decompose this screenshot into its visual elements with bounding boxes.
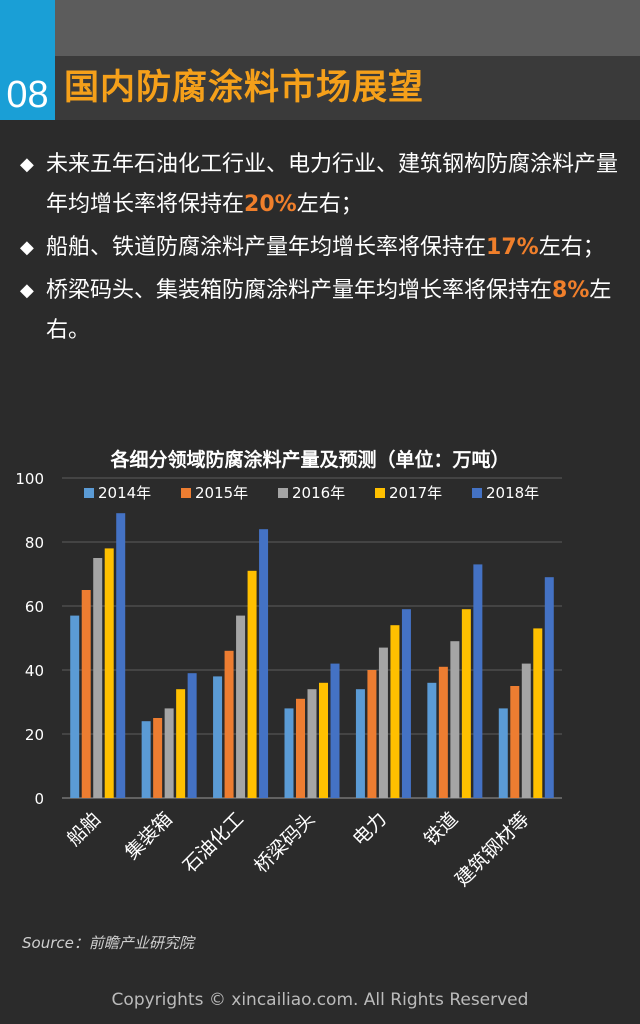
bar: [533, 628, 543, 798]
legend-label: 2015年: [195, 484, 248, 502]
bar: [438, 666, 448, 798]
source-note: Source：前瞻产业研究院: [22, 934, 194, 952]
bar: [224, 650, 234, 798]
bar: [521, 663, 531, 798]
bar: [153, 718, 163, 798]
bar-chart: 各细分领域防腐涂料产量及预测（单位：万吨） 0 20 40 60 80 100 船舶 集装箱…: [15, 448, 562, 891]
section-number-box: 08: [0, 0, 55, 120]
x-tick-label: 电力: [349, 808, 391, 850]
bar: [510, 686, 520, 798]
y-tick-label: 60: [25, 598, 44, 616]
bar: [330, 663, 340, 798]
bullet-text: 桥梁码头、集装箱防腐涂料产量年均增长率将保持在: [46, 278, 553, 303]
bar: [259, 529, 269, 798]
bullet-highlight: 8%: [552, 278, 590, 303]
y-tick-label: 80: [25, 534, 44, 552]
legend-swatch: [375, 488, 385, 498]
bar: [401, 609, 411, 798]
legend-swatch: [84, 488, 94, 498]
x-tick-label: 石油化工: [179, 808, 248, 877]
bar: [473, 564, 483, 798]
bullet-item: ◆ 桥梁码头、集装箱防腐涂料产量年均增长率将保持在8%左右。: [20, 271, 620, 351]
bar: [390, 625, 400, 798]
chart-title: 各细分领域防腐涂料产量及预测（单位：万吨）: [109, 448, 509, 471]
x-tick-label: 集装箱: [121, 808, 177, 864]
bullet-highlight: 17%: [486, 235, 539, 260]
bar: [141, 721, 151, 798]
bullet-text: 船舶、铁道防腐涂料产量年均增长率将保持在: [46, 235, 487, 260]
legend-label: 2016年: [292, 484, 345, 502]
bar: [70, 615, 80, 798]
diamond-bullet-icon: ◆: [20, 237, 34, 258]
legend-swatch: [472, 488, 482, 498]
legend-label: 2018年: [486, 484, 539, 502]
y-axis: 0 20 40 60 80 100: [15, 470, 44, 808]
chart-area: 各细分领域防腐涂料产量及预测（单位：万吨） 0 20 40 60 80 100 船舶 集装箱…: [0, 430, 640, 940]
bullet-text-end: 左右；: [538, 235, 605, 260]
bullet-text-end: 左右。: [46, 278, 612, 343]
diamond-bullet-icon: ◆: [20, 280, 34, 301]
header-band: [0, 0, 640, 56]
bar: [93, 558, 103, 798]
bar: [213, 676, 223, 798]
bar: [187, 673, 197, 798]
legend: 2014年 2015年 2016年 2017年 2018年: [84, 484, 539, 502]
bullet-text-end: 左右；: [296, 192, 363, 217]
legend-swatch: [278, 488, 288, 498]
bar: [176, 689, 186, 798]
bar: [116, 513, 126, 798]
legend-label: 2017年: [389, 484, 442, 502]
bar: [164, 708, 174, 798]
x-tick-label: 建筑钢材等: [451, 808, 534, 891]
bar: [367, 670, 377, 798]
y-tick-label: 0: [34, 790, 44, 808]
bar: [498, 708, 508, 798]
x-tick-label: 铁道: [420, 808, 462, 850]
header-bar: 08 国内防腐涂料市场展望: [0, 0, 640, 120]
bar: [247, 570, 257, 798]
legend-label: 2014年: [98, 484, 151, 502]
bar: [461, 609, 471, 798]
section-number: 08: [6, 74, 49, 116]
x-tick-label: 船舶: [63, 808, 105, 850]
bar: [284, 708, 294, 798]
bar: [104, 548, 114, 798]
y-tick-label: 20: [25, 726, 44, 744]
bullet-list: ◆ 未来五年石油化工行业、电力行业、建筑钢构防腐涂料产量年均增长率将保持在20%左…: [20, 145, 620, 354]
bar: [307, 689, 317, 798]
bar: [427, 682, 437, 798]
bullet-highlight: 20%: [244, 192, 297, 217]
bar: [450, 641, 460, 798]
bar: [544, 577, 554, 798]
bullet-item: ◆ 未来五年石油化工行业、电力行业、建筑钢构防腐涂料产量年均增长率将保持在20%左…: [20, 145, 620, 225]
page-title: 国内防腐涂料市场展望: [64, 68, 425, 108]
copyright-footer: Copyrights © xincailiao.com. All Rights …: [111, 990, 529, 1010]
diamond-bullet-icon: ◆: [20, 154, 34, 175]
bars: [70, 513, 554, 798]
bar: [81, 590, 91, 798]
bullet-item: ◆ 船舶、铁道防腐涂料产量年均增长率将保持在17%左右；: [20, 228, 620, 268]
bullet-text: 未来五年石油化工行业、电力行业、建筑钢构防腐涂料产量年均增长率将保持在: [46, 152, 619, 217]
y-tick-label: 40: [25, 662, 44, 680]
legend-swatch: [181, 488, 191, 498]
bar: [378, 647, 388, 798]
bar: [236, 615, 246, 798]
y-tick-label: 100: [15, 470, 44, 488]
x-tick-label: 桥梁码头: [250, 808, 319, 877]
bar: [296, 698, 305, 798]
bar: [319, 682, 328, 798]
bar: [355, 689, 365, 798]
